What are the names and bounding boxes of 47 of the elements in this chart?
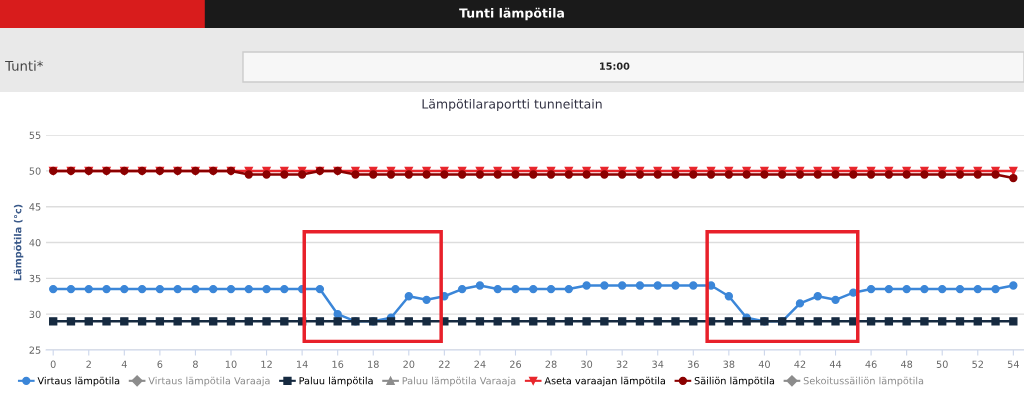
x-tick-label: 4 — [121, 360, 127, 368]
y-tick-label: 35 — [29, 274, 41, 283]
legend-label: Paluu lämpötila — [299, 376, 373, 387]
x-tick-label: 34 — [652, 360, 664, 368]
y-tick-label: 50 — [29, 167, 41, 175]
x-tick-label: 14 — [297, 360, 308, 368]
x-tick-label: 40 — [758, 360, 770, 368]
y-tick-label: 25 — [29, 346, 41, 354]
x-tick-label: 26 — [510, 360, 522, 368]
legend-label: Sekoitussäiliön lämpötila — [803, 376, 924, 387]
legend-label: Aseta varaajan lämpötila — [544, 376, 666, 387]
x-tick-label: 24 — [474, 360, 486, 368]
x-tick-label: 18 — [368, 360, 379, 368]
x-tick-label: 48 — [900, 360, 913, 368]
y-axis-title: Lämpötila (°c) — [13, 204, 24, 281]
x-tick-label: 50 — [936, 360, 948, 368]
x-tick-label: 10 — [225, 360, 237, 368]
x-tick-label: 30 — [581, 360, 593, 368]
y-tick-label: 55 — [29, 131, 41, 139]
x-tick-label: 22 — [438, 360, 450, 368]
x-tick-label: 38 — [723, 360, 735, 368]
x-tick-label: 36 — [687, 360, 699, 368]
x-tick-label: 44 — [829, 360, 842, 368]
x-tick-label: 54 — [1007, 360, 1019, 368]
legend-label: Säiliön lämpötila — [694, 376, 775, 387]
text: 15:00 — [600, 62, 630, 70]
y-tick-label: 30 — [29, 310, 41, 318]
x-tick-label: 8 — [193, 360, 198, 368]
x-tick-label: 46 — [865, 360, 877, 368]
legend-label: Paluu lämpötila Varaaja — [402, 376, 516, 387]
y-tick-label: 45 — [29, 203, 41, 211]
x-tick-label: 42 — [794, 360, 806, 368]
x-tick-label: 12 — [261, 360, 272, 368]
text: Tunti* — [5, 60, 43, 71]
legend-label: Virtaus lämpötila — [37, 376, 120, 387]
x-tick-label: 0 — [50, 360, 56, 368]
x-tick-label: 32 — [616, 360, 628, 368]
text: Tunti lämpötila — [459, 7, 564, 21]
x-tick-label: 28 — [545, 360, 557, 368]
x-tick-label: 2 — [86, 360, 91, 368]
chart-title: Lämpötilaraportti tunneittain — [422, 98, 602, 112]
x-tick-label: 20 — [403, 360, 415, 368]
legend-label: Virtaus lämpötila Varaaja — [148, 376, 270, 387]
x-tick-label: 16 — [332, 360, 344, 368]
x-tick-label: 52 — [972, 360, 983, 368]
x-tick-label: 6 — [157, 360, 163, 368]
y-tick-label: 40 — [29, 239, 41, 247]
